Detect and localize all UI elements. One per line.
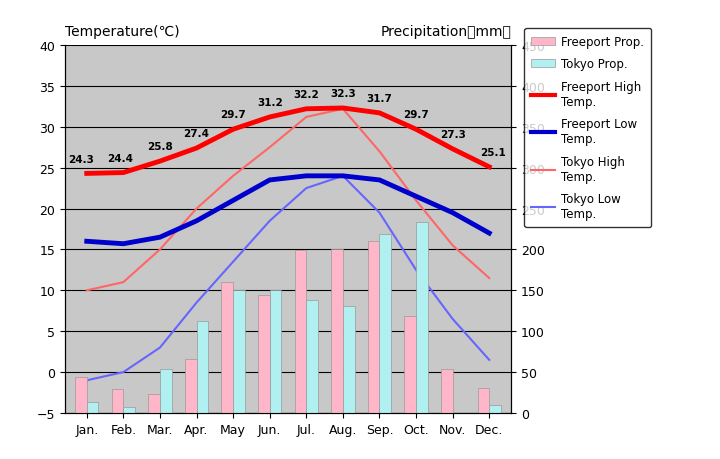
Bar	[222, 283, 233, 413]
Text: 31.7: 31.7	[366, 94, 392, 104]
Bar	[86, 403, 99, 413]
Bar	[75, 377, 86, 413]
Bar	[160, 369, 171, 413]
Bar	[379, 235, 391, 413]
Bar	[197, 321, 208, 413]
Bar	[306, 301, 318, 413]
Bar	[258, 296, 270, 413]
Bar	[185, 359, 197, 413]
Bar	[112, 389, 123, 413]
Bar	[270, 291, 282, 413]
Bar	[343, 306, 354, 413]
Text: Precipitation（mm）: Precipitation（mm）	[380, 25, 511, 39]
Bar	[294, 251, 306, 413]
Legend: Freeport Prop., Tokyo Prop., Freeport High
Temp., Freeport Low
Temp., Tokyo High: Freeport Prop., Tokyo Prop., Freeport Hi…	[524, 29, 651, 228]
Text: 31.2: 31.2	[257, 98, 282, 108]
Bar	[477, 388, 490, 413]
Text: 29.7: 29.7	[220, 110, 246, 120]
Bar	[368, 242, 379, 413]
Bar	[123, 408, 135, 413]
Text: 24.4: 24.4	[107, 153, 132, 163]
Bar	[441, 369, 453, 413]
Bar	[233, 291, 245, 413]
Text: Temperature(℃): Temperature(℃)	[65, 25, 179, 39]
Bar	[405, 316, 416, 413]
Bar	[416, 223, 428, 413]
Bar	[490, 405, 501, 413]
Text: 29.7: 29.7	[403, 110, 429, 120]
Text: 24.3: 24.3	[68, 154, 94, 164]
Text: 25.1: 25.1	[480, 148, 505, 158]
Text: 27.3: 27.3	[440, 130, 466, 140]
Text: 32.3: 32.3	[330, 89, 356, 99]
Text: 32.2: 32.2	[294, 90, 319, 100]
Text: 25.8: 25.8	[147, 142, 173, 152]
Text: 27.4: 27.4	[184, 129, 210, 139]
Bar	[148, 394, 160, 413]
Bar	[331, 250, 343, 413]
